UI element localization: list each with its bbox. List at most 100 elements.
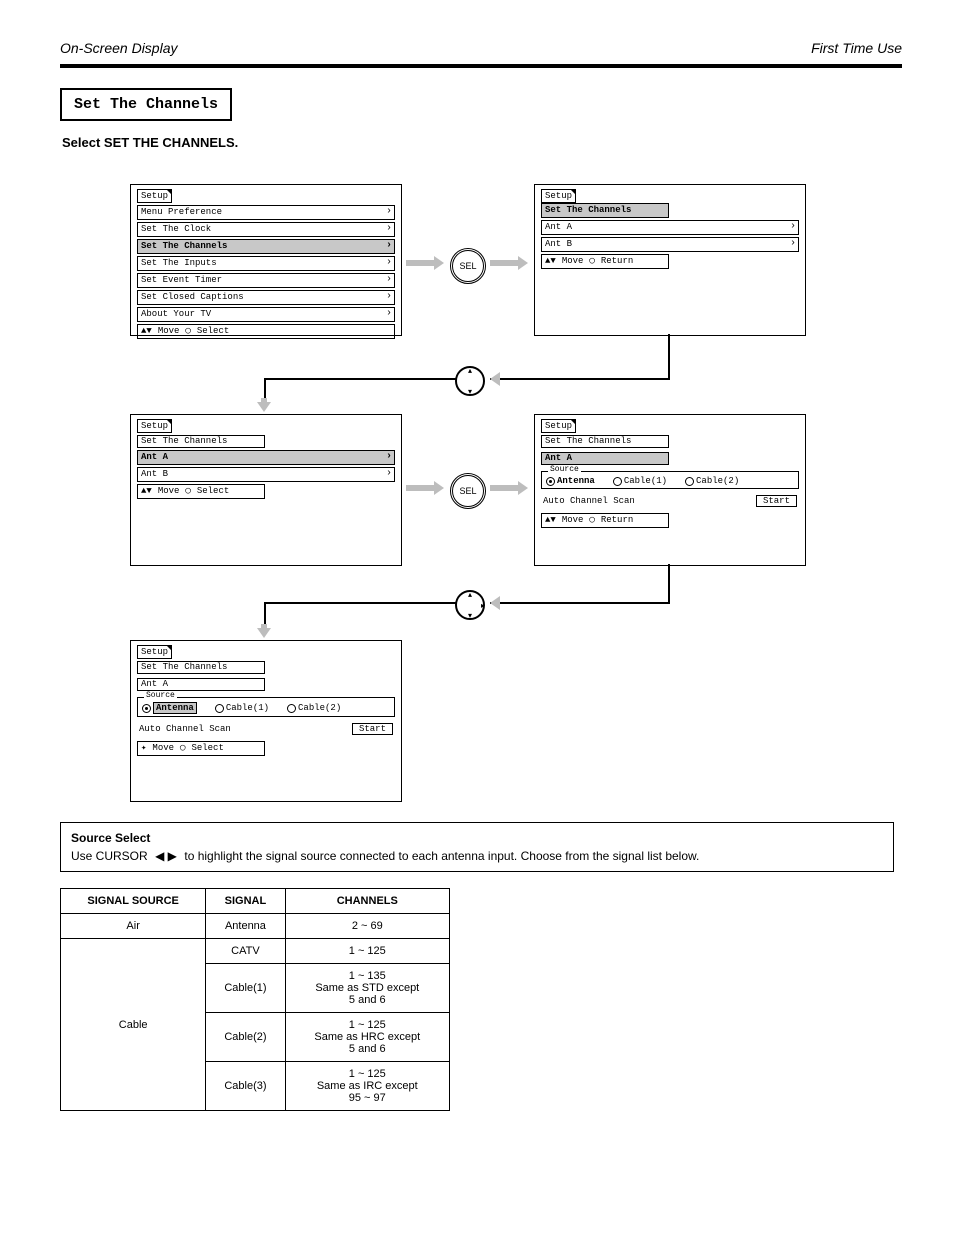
panel-setup-main: Setup Menu Preference› Set The Clock› Set … (130, 184, 402, 336)
menu-item[interactable]: Ant A› (137, 450, 395, 465)
auto-scan-label: Auto Channel Scan (543, 496, 635, 506)
cursor-lr-icon: ◀ ▶ (151, 849, 181, 863)
menu-item[interactable]: Set The Clock› (137, 222, 395, 237)
th-channels: CHANNELS (285, 889, 449, 914)
cell-signal: CATV (206, 939, 285, 964)
cell-signal: Antenna (206, 914, 285, 939)
subtab-ant-a: Ant A (541, 452, 669, 465)
radio-icon (287, 704, 296, 713)
subtab-set-channels: Set The Channels (541, 435, 669, 448)
start-button[interactable]: Start (352, 723, 393, 735)
source-fieldset: Source AntennaCable(1)Cable(2) (541, 471, 799, 489)
radio-option[interactable]: Cable(2) (685, 476, 739, 486)
menu-item[interactable]: Set Event Timer› (137, 273, 395, 288)
hint-row: ▲▼ Move ◯ Return (541, 254, 669, 269)
chevron-right-icon: › (386, 308, 392, 319)
menu-item[interactable]: Set The Channels› (137, 239, 395, 254)
source-select-instruction: Source Select Use CURSOR ◀ ▶ to highligh… (60, 822, 894, 872)
oval-icon: ◯ (180, 743, 185, 754)
cell-channels: 1 ~ 135 Same as STD except 5 and 6 (285, 964, 449, 1013)
radio-option[interactable]: Cable(1) (613, 476, 667, 486)
select-label: SEL (459, 261, 476, 271)
menu-item[interactable]: Ant B› (541, 237, 799, 252)
updown-icon: ▲▼ (141, 326, 152, 337)
cell-signal: Cable(1) (206, 964, 285, 1013)
select-button-icon: SEL (450, 473, 486, 509)
section-title: Set The Channels (60, 88, 232, 121)
menu-item[interactable]: About Your TV› (137, 307, 395, 322)
connector (264, 378, 456, 380)
arrow-right-icon (406, 260, 436, 266)
panel-source-select: Setup Set The Channels Ant A Source Ante… (130, 640, 402, 802)
auto-scan-label: Auto Channel Scan (139, 724, 231, 734)
radio-icon (142, 704, 151, 713)
cell-signal: Cable(3) (206, 1062, 285, 1111)
cell-channels: 2 ~ 69 (285, 914, 449, 939)
chevron-right-icon: › (386, 257, 392, 268)
cell-channels: 1 ~ 125 Same as HRC except 5 and 6 (285, 1013, 449, 1062)
arrow-left-icon (498, 376, 499, 382)
th-signal: SIGNAL (206, 889, 285, 914)
start-button[interactable]: Start (756, 495, 797, 507)
chevron-right-icon: › (386, 206, 392, 217)
tab-setup: Setup (541, 189, 576, 203)
radio-icon (613, 477, 622, 486)
instr-heading: Source Select (71, 831, 883, 845)
radio-option[interactable]: Cable(1) (215, 702, 269, 714)
subtab-set-channels: Set The Channels (137, 435, 265, 448)
radio-option[interactable]: Antenna (546, 476, 595, 486)
connector (490, 378, 670, 380)
radio-option[interactable]: Antenna (142, 702, 197, 714)
section-subtitle: Select SET THE CHANNELS. (62, 135, 902, 150)
menu-item[interactable]: Set Closed Captions› (137, 290, 395, 305)
hint-row: ▲▼Move◯Select (137, 324, 395, 339)
oval-icon: ◯ (185, 326, 190, 337)
chevron-right-icon: › (386, 468, 392, 479)
oval-icon: ◯ (185, 486, 190, 497)
arrow-down-icon (261, 624, 267, 630)
arrow-down-icon (261, 398, 267, 404)
chevron-right-icon: › (790, 221, 796, 232)
panel-ant-select: Setup Set The Channels Ant A›Ant B› ▲▼ M… (130, 414, 402, 566)
radio-option[interactable]: Cable(2) (287, 702, 341, 714)
source-fieldset: Source AntennaCable(1)Cable(2) (137, 697, 395, 717)
table-row: AirAntenna2 ~ 69 (61, 914, 450, 939)
chevron-right-icon: › (386, 291, 392, 302)
connector (668, 334, 670, 380)
menu-item[interactable]: Ant B› (137, 467, 395, 482)
radio-icon (685, 477, 694, 486)
connector (264, 378, 266, 400)
cursor-button-icon: ▴ ▸ ▾ (455, 590, 485, 620)
hint-row: ▲▼ Move ◯ Return (541, 513, 669, 528)
panel-source-return: Setup Set The Channels Ant A Source Ante… (534, 414, 806, 566)
tab-setup: Setup (137, 189, 172, 203)
subtab-ant-a: Ant A (137, 678, 265, 691)
table-row: CableCATV1 ~ 125 (61, 939, 450, 964)
arrow-right-icon (490, 260, 520, 266)
oval-icon: ◯ (589, 256, 594, 267)
subtab-set-channels: Set The Channels (541, 203, 669, 218)
cell-source: Cable (61, 939, 206, 1111)
tab-setup: Setup (137, 645, 172, 659)
radio-icon (546, 477, 555, 486)
updown-icon: ▲▼ (545, 256, 556, 267)
arrow-left-icon (498, 600, 499, 606)
select-button-icon: SEL (450, 248, 486, 284)
hint-row: ▲▼ Move ◯ Select (137, 484, 265, 499)
menu-item[interactable]: Set The Inputs› (137, 256, 395, 271)
arrow-right-icon (406, 485, 436, 491)
connector (264, 602, 266, 626)
signal-source-table: SIGNAL SOURCE SIGNAL CHANNELS AirAntenna… (60, 888, 450, 1111)
arrow-right-icon (490, 485, 520, 491)
panel-set-channels: Setup Set The Channels Ant A› Ant B› ▲▼ M… (534, 184, 806, 336)
oval-icon: ◯ (589, 515, 594, 526)
th-source: SIGNAL SOURCE (61, 889, 206, 914)
instr-text: Use CURSOR ◀ ▶ to highlight the signal s… (71, 849, 883, 863)
chevron-right-icon: › (386, 451, 392, 462)
header-right: First Time Use (811, 40, 902, 56)
menu-item[interactable]: Menu Preference› (137, 205, 395, 220)
connector (264, 602, 456, 604)
menu-item[interactable]: Ant A› (541, 220, 799, 235)
cursor-button-icon: ▴ ▾ (455, 366, 485, 396)
source-legend: Source (144, 691, 177, 700)
